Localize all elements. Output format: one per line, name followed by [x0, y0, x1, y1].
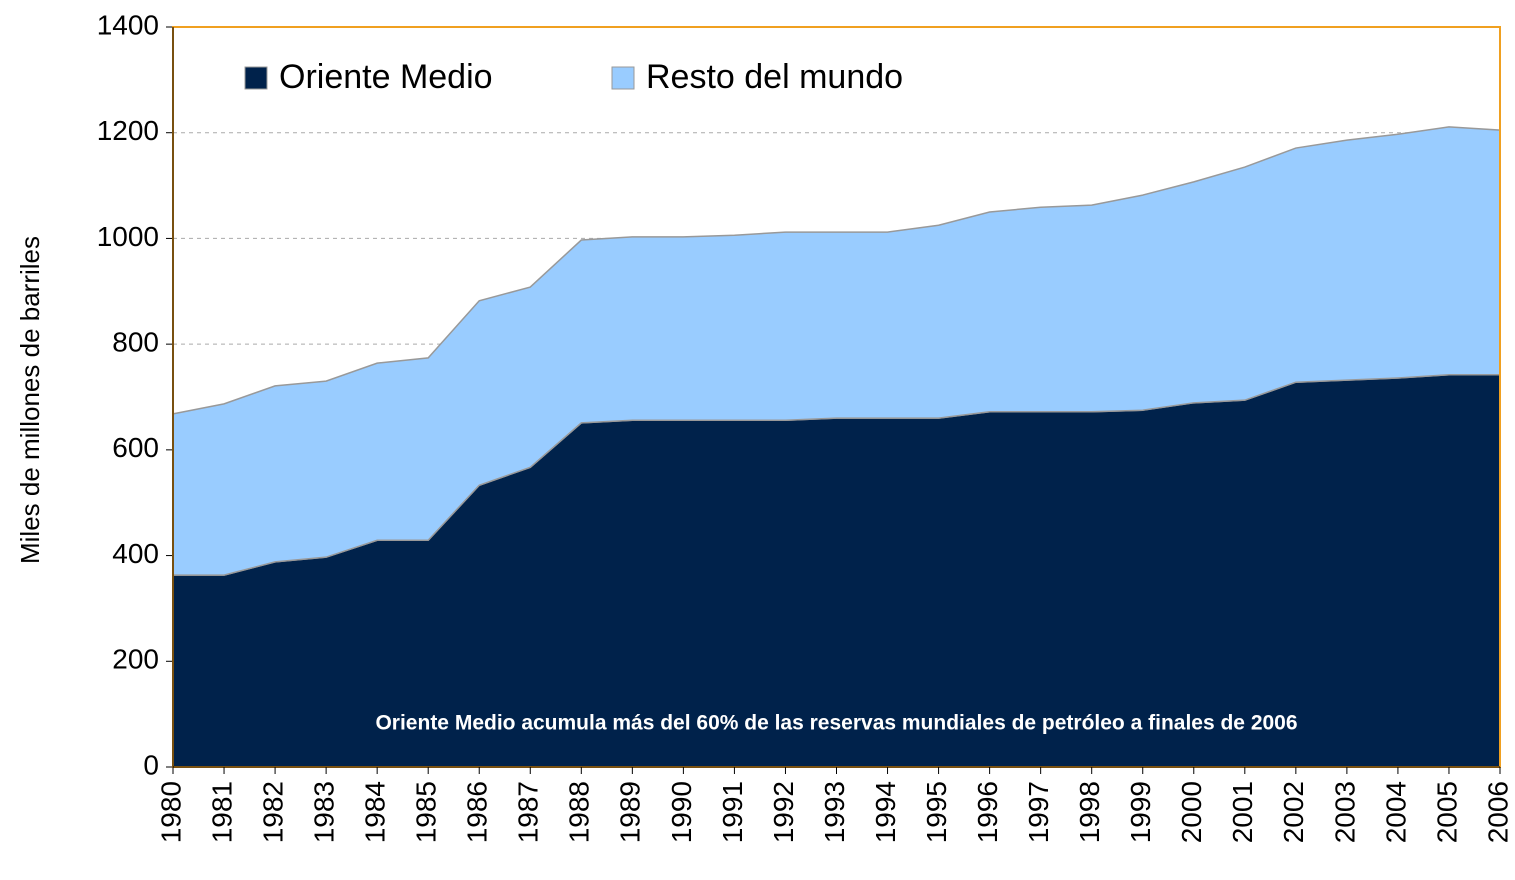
- y-tick-label: 200: [112, 644, 159, 675]
- x-tick-label: 1989: [615, 781, 646, 843]
- legend-swatch: [244, 66, 268, 90]
- y-tick-label: 1400: [97, 9, 159, 40]
- x-tick-label: 1980: [155, 781, 186, 843]
- y-tick-label: 0: [143, 749, 159, 780]
- x-tick-label: 1999: [1125, 781, 1156, 843]
- x-tick-label: 1996: [972, 781, 1003, 843]
- x-tick-label: 1992: [768, 781, 799, 843]
- x-tick-label: 1990: [666, 781, 697, 843]
- x-tick-label: 1991: [717, 781, 748, 843]
- x-tick-label: 2006: [1482, 781, 1513, 843]
- x-tick-label: 2000: [1176, 781, 1207, 843]
- y-axis-label: Miles de millones de barriles: [15, 236, 45, 564]
- x-tick-label: 1998: [1074, 781, 1105, 843]
- x-tick-label: 1983: [309, 781, 340, 843]
- x-tick-label: 1982: [257, 781, 288, 843]
- y-tick-label: 800: [112, 327, 159, 358]
- x-tick-label: 1988: [564, 781, 595, 843]
- y-tick-label: 1200: [97, 115, 159, 146]
- x-tick-label: 1981: [206, 781, 237, 843]
- x-tick-label: 1993: [819, 781, 850, 843]
- y-tick-label: 400: [112, 538, 159, 569]
- legend-swatch: [611, 66, 635, 90]
- x-tick-label: 1986: [462, 781, 493, 843]
- y-tick-label: 1000: [97, 221, 159, 252]
- x-tick-label: 2002: [1278, 781, 1309, 843]
- legend-label: Oriente Medio: [279, 58, 493, 96]
- annotation: Oriente Medio acumula más del 60% de las…: [375, 712, 1297, 735]
- x-tick-label: 1997: [1023, 781, 1054, 843]
- y-tick-label: 600: [112, 432, 159, 463]
- x-tick-label: 2005: [1431, 781, 1462, 843]
- x-tick-label: 2001: [1227, 781, 1258, 843]
- x-tick-label: 2003: [1329, 781, 1360, 843]
- legend-label: Resto del mundo: [646, 58, 903, 96]
- x-tick-label: 1985: [411, 781, 442, 843]
- x-tick-label: 1984: [360, 781, 391, 843]
- x-tick-label: 1994: [870, 781, 901, 843]
- x-tick-label: 2004: [1380, 781, 1411, 843]
- x-tick-label: 1987: [513, 781, 544, 843]
- x-tick-label: 1995: [921, 781, 952, 843]
